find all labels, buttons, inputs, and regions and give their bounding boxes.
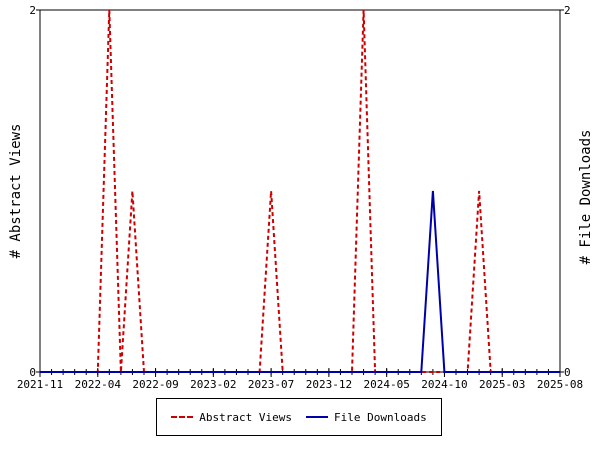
legend-item-file-downloads: File Downloads: [306, 411, 427, 424]
y2-tick-label: 2: [564, 4, 571, 17]
y-tick-label: 2: [29, 4, 36, 17]
legend: Abstract Views File Downloads: [156, 398, 442, 436]
legend-label: Abstract Views: [199, 410, 292, 424]
x-tick-label: 2021-11: [17, 378, 63, 391]
legend-item-abstract-views: Abstract Views: [171, 411, 292, 424]
series-line-abstract-views: [40, 9, 560, 373]
plot-frame: [39, 9, 561, 373]
x-tick-label: 2024-05: [363, 378, 409, 391]
y2-tick-label: 0: [564, 366, 571, 379]
x-tick-label: 2024-10: [421, 378, 467, 391]
x-tick-label: 2023-02: [190, 378, 236, 391]
solid-line-swatch: [306, 416, 328, 418]
x-tick-label: 2025-08: [537, 378, 583, 391]
legend-label: File Downloads: [334, 410, 427, 424]
x-tick-label: 2023-07: [248, 378, 294, 391]
dashed-line-swatch: [171, 416, 194, 418]
y-tick-label: 0: [29, 366, 36, 379]
x-tick-label: 2022-04: [75, 378, 122, 391]
x-tick-label: 2022-09: [132, 378, 178, 391]
x-tick-label: 2023-12: [306, 378, 352, 391]
plot-area: 2021-11 2022-04 2022-09 2023-02 2023-07 2023-…: [17, 4, 583, 391]
y2-axis-title: # File Downloads: [578, 130, 594, 265]
x-tick-label: 2025-03: [479, 378, 525, 391]
y-axis-title: # Abstract Views: [8, 124, 24, 259]
series-line-file-downloads: [40, 190, 560, 373]
